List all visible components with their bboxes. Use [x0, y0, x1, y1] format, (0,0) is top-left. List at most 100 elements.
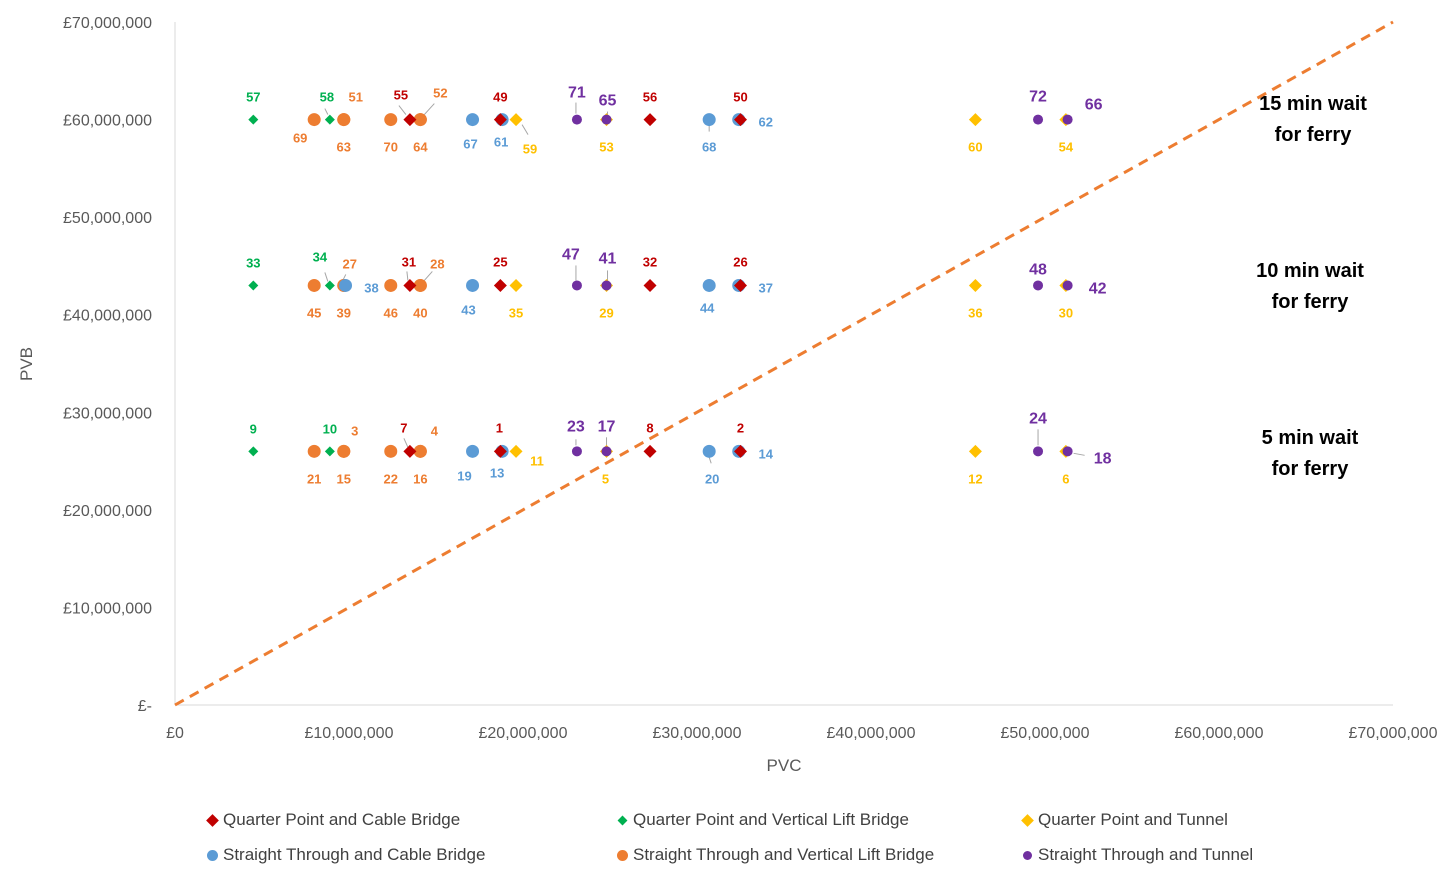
data-point [384, 278, 398, 292]
data-point [571, 446, 582, 457]
data-label: 38 [364, 280, 378, 295]
legend-item: Straight Through and Cable Bridge [205, 845, 485, 865]
y-tick-label: £40,000,000 [63, 308, 152, 325]
data-label: 14 [759, 446, 774, 461]
data-label: 17 [598, 418, 616, 435]
data-label: 2 [737, 420, 744, 435]
data-point [968, 113, 982, 127]
data-label: 60 [968, 140, 982, 155]
data-point [413, 444, 427, 458]
data-point [466, 444, 480, 458]
legend-marker-icon [1020, 848, 1034, 862]
data-label: 6 [1062, 471, 1069, 486]
legend-label: Quarter Point and Vertical Lift Bridge [633, 810, 909, 829]
data-point [601, 446, 612, 457]
data-label: 24 [1029, 410, 1047, 427]
data-point [403, 113, 417, 127]
data-label: 15 [337, 471, 351, 486]
data-label: 32 [643, 254, 657, 269]
data-label: 52 [433, 86, 447, 101]
data-label: 33 [246, 255, 260, 270]
data-label: 57 [246, 90, 260, 105]
data-label: 71 [568, 85, 586, 102]
data-label: 1 [496, 420, 503, 435]
data-label: 9 [250, 421, 257, 436]
data-point [571, 114, 582, 125]
data-point [413, 278, 427, 292]
data-label: 21 [307, 471, 321, 486]
y-axis-title: PVB [17, 347, 36, 381]
data-point [601, 114, 612, 125]
data-label: 53 [599, 140, 613, 155]
data-point [734, 444, 747, 458]
data-label: 30 [1059, 305, 1073, 320]
annotation-line1: 10 min wait [1256, 260, 1364, 282]
data-point [643, 444, 657, 458]
y-tick-label: £30,000,000 [63, 405, 152, 422]
data-label: 23 [567, 418, 585, 435]
data-label: 27 [343, 256, 357, 271]
y-tick-label: £70,000,000 [63, 15, 152, 32]
annotation-line2: for ferry [1272, 291, 1350, 313]
data-label: 47 [562, 246, 580, 263]
legend-marker-icon [1020, 813, 1034, 827]
data-point [702, 278, 716, 292]
data-label: 10 [323, 421, 337, 436]
data-point [571, 280, 582, 291]
legend-marker-icon [615, 813, 629, 827]
data-point [1033, 114, 1044, 125]
data-point [643, 278, 657, 292]
data-label: 18 [1094, 450, 1112, 467]
legend-label: Straight Through and Cable Bridge [223, 845, 486, 864]
data-label: 41 [599, 250, 617, 267]
data-point [384, 444, 398, 458]
data-label: 70 [384, 140, 398, 155]
data-label: 5 [602, 471, 609, 486]
data-label: 7 [400, 420, 407, 435]
data-point [509, 113, 523, 127]
data-label: 31 [402, 254, 416, 269]
data-label: 35 [509, 305, 523, 320]
y-tick-label: £50,000,000 [63, 210, 152, 227]
data-label: 36 [968, 305, 982, 320]
data-point [466, 113, 480, 127]
legend-item: Quarter Point and Cable Bridge [205, 810, 460, 830]
legend-label: Quarter Point and Tunnel [1038, 810, 1228, 829]
y-tick-label: £60,000,000 [63, 113, 152, 130]
data-label: 25 [493, 254, 507, 269]
legend-label: Straight Through and Vertical Lift Bridg… [633, 845, 935, 864]
data-label: 72 [1029, 89, 1047, 106]
data-label: 55 [394, 88, 408, 103]
legend-label: Straight Through and Tunnel [1038, 845, 1254, 864]
leader-line [708, 457, 712, 464]
data-label: 68 [702, 140, 716, 155]
data-label: 40 [413, 305, 427, 320]
leader-line [423, 271, 433, 281]
leader-line [324, 272, 329, 282]
data-label: 8 [646, 420, 653, 435]
data-point [248, 280, 259, 291]
data-label: 69 [293, 131, 307, 146]
leader-line [423, 103, 435, 115]
data-point [324, 446, 335, 457]
x-tick-label: £0 [166, 725, 184, 742]
axes: £0 £10,000,000 £20,000,000 £30,000,000 £40,0… [63, 15, 1438, 742]
legend-marker-icon [205, 813, 219, 827]
data-point [509, 278, 523, 292]
leader-line [521, 124, 529, 135]
data-label: 34 [313, 249, 328, 264]
legend-item: Straight Through and Vertical Lift Bridg… [615, 845, 934, 865]
y-tick-label: £- [138, 698, 152, 715]
data-label: 49 [493, 90, 507, 105]
data-label: 62 [759, 115, 773, 130]
data-point [493, 444, 507, 458]
data-label: 58 [320, 90, 334, 105]
data-point [324, 280, 335, 291]
data-point [734, 113, 747, 127]
data-point [643, 113, 657, 127]
data-label: 39 [337, 305, 351, 320]
data-label: 42 [1089, 280, 1107, 297]
data-label: 3 [351, 423, 358, 438]
data-label: 51 [349, 90, 363, 105]
data-label: 12 [968, 471, 982, 486]
